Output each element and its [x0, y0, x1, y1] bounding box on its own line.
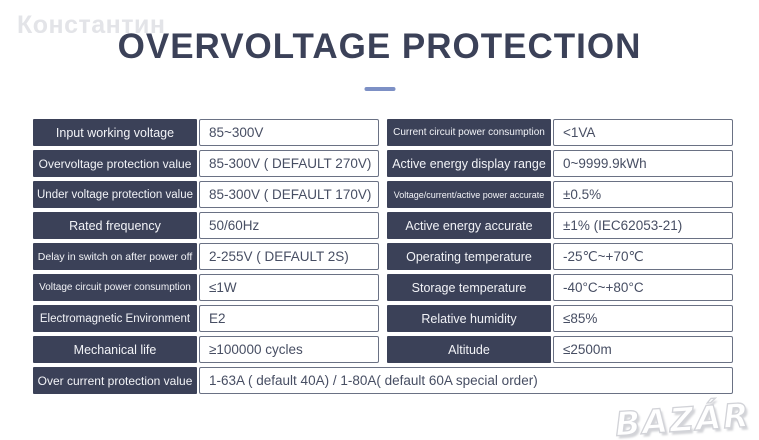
table-row: Operating temperature -25℃~+70℃	[387, 243, 733, 270]
table-row: Altitude ≤2500m	[387, 336, 733, 363]
spec-label: Rated frequency	[33, 212, 197, 239]
spec-value: ±1% (IEC62053-21)	[553, 212, 733, 239]
table-row: Active energy display range 0~9999.9kWh	[387, 150, 733, 177]
spec-value-text: 85-300V ( DEFAULT 270V)	[209, 156, 372, 171]
table-row: Input working voltage 85~300V	[33, 119, 379, 146]
spec-value-text: 1-63A ( default 40A) / 1-80A( default 60…	[209, 373, 538, 388]
table-row: Active energy accurate ±1% (IEC62053-21)	[387, 212, 733, 239]
spec-label: Active energy accurate	[387, 212, 551, 239]
spec-value: ≤85%	[553, 305, 733, 332]
table-row: Voltage/current/active power accurate ±0…	[387, 181, 733, 208]
spec-label-text: Active energy accurate	[405, 218, 533, 233]
spec-value: ≤1W	[199, 274, 379, 301]
spec-table: Input working voltage 85~300V Overvoltag…	[33, 119, 733, 394]
spec-value-text: 50/60Hz	[209, 218, 260, 233]
spec-label-text: Rated frequency	[69, 218, 161, 233]
spec-value-text: ≤85%	[563, 311, 598, 326]
spec-column-left: Input working voltage 85~300V Overvoltag…	[33, 119, 379, 363]
spec-label-text: Electromagnetic Environment	[39, 312, 191, 325]
table-row: Delay in switch on after power off 2-255…	[33, 243, 379, 270]
page-title: OVERVOLTAGE PROTECTION	[117, 27, 642, 66]
spec-label: Active energy display range	[387, 150, 551, 177]
spec-label: Over current protection value	[33, 367, 197, 394]
spec-value-text: -40°C~+80°C	[563, 280, 644, 295]
spec-label: Voltage circuit power consumption	[33, 274, 197, 301]
spec-label-text: Delay in switch on after power off	[37, 250, 193, 263]
spec-value: 0~9999.9kWh	[553, 150, 733, 177]
spec-label: Electromagnetic Environment	[33, 305, 197, 332]
spec-value-text: ±0.5%	[563, 187, 602, 202]
spec-label: Mechanical life	[33, 336, 197, 363]
spec-label: Input working voltage	[33, 119, 197, 146]
spec-value: ±0.5%	[553, 181, 733, 208]
spec-value-text: 0~9999.9kWh	[563, 156, 647, 171]
spec-label-text: Altitude	[448, 342, 490, 357]
spec-label: Relative humidity	[387, 305, 551, 332]
spec-label-text: Relative humidity	[421, 311, 517, 326]
table-row: Rated frequency 50/60Hz	[33, 212, 379, 239]
spec-value-text: 2-255V ( DEFAULT 2S)	[209, 249, 349, 264]
spec-value: -40°C~+80°C	[553, 274, 733, 301]
spec-label-text: Current circuit power consumption	[393, 127, 545, 138]
spec-value: 85-300V ( DEFAULT 270V)	[199, 150, 379, 177]
spec-label-text: Active energy display range	[392, 156, 546, 171]
table-row: Storage temperature -40°C~+80°C	[387, 274, 733, 301]
spec-value-text: ≥100000 cycles	[209, 342, 303, 357]
spec-label: Altitude	[387, 336, 551, 363]
spec-column-right: Current circuit power consumption <1VA A…	[387, 119, 733, 363]
table-row: Voltage circuit power consumption ≤1W	[33, 274, 379, 301]
table-row: Current circuit power consumption <1VA	[387, 119, 733, 146]
spec-value: ≥100000 cycles	[199, 336, 379, 363]
bazar-logo-watermark: BAZÁR	[614, 395, 753, 440]
spec-value: 1-63A ( default 40A) / 1-80A( default 60…	[199, 367, 733, 394]
table-row: Under voltage protection value 85-300V (…	[33, 181, 379, 208]
title-underline	[364, 87, 395, 91]
spec-value-text: ±1% (IEC62053-21)	[563, 218, 683, 233]
spec-label: Voltage/current/active power accurate	[387, 181, 551, 208]
spec-label: Delay in switch on after power off	[33, 243, 197, 270]
table-row-overcurrent: Over current protection value 1-63A ( de…	[33, 367, 733, 394]
spec-label-text: Operating temperature	[406, 249, 532, 264]
table-row: Relative humidity ≤85%	[387, 305, 733, 332]
table-row: Mechanical life ≥100000 cycles	[33, 336, 379, 363]
spec-label: Current circuit power consumption	[387, 119, 551, 146]
spec-label: Storage temperature	[387, 274, 551, 301]
spec-label: Overvoltage protection value	[33, 150, 197, 177]
spec-value: E2	[199, 305, 379, 332]
spec-value: ≤2500m	[553, 336, 733, 363]
spec-value-text: ≤2500m	[563, 342, 612, 357]
spec-label-text: Over current protection value	[37, 373, 193, 388]
spec-label: Operating temperature	[387, 243, 551, 270]
spec-value: 2-255V ( DEFAULT 2S)	[199, 243, 379, 270]
spec-label-text: Overvoltage protection value	[38, 156, 192, 171]
table-row: Overvoltage protection value 85-300V ( D…	[33, 150, 379, 177]
spec-value: 85~300V	[199, 119, 379, 146]
watermark-text: Константин	[17, 11, 166, 39]
spec-columns: Input working voltage 85~300V Overvoltag…	[33, 119, 733, 363]
spec-label-text: Storage temperature	[411, 280, 527, 295]
spec-value: 50/60Hz	[199, 212, 379, 239]
spec-value-text: ≤1W	[209, 280, 237, 295]
spec-value-text: 85~300V	[209, 125, 264, 140]
spec-value-text: -25℃~+70℃	[563, 248, 644, 264]
spec-label-text: Mechanical life	[73, 342, 157, 357]
spec-label-text: Voltage/current/active power accurate	[393, 189, 545, 200]
table-row: Electromagnetic Environment E2	[33, 305, 379, 332]
spec-label-text: Input working voltage	[55, 125, 175, 140]
spec-value-text: <1VA	[563, 125, 596, 140]
spec-value: <1VA	[553, 119, 733, 146]
spec-value: -25℃~+70℃	[553, 243, 733, 270]
spec-label: Under voltage protection value	[33, 181, 197, 208]
spec-label-text: Voltage circuit power consumption	[39, 282, 191, 293]
spec-label-text: Under voltage protection value	[37, 188, 193, 201]
spec-value: 85-300V ( DEFAULT 170V)	[199, 181, 379, 208]
spec-value-text: 85-300V ( DEFAULT 170V)	[209, 187, 372, 202]
spec-value-text: E2	[209, 311, 226, 326]
